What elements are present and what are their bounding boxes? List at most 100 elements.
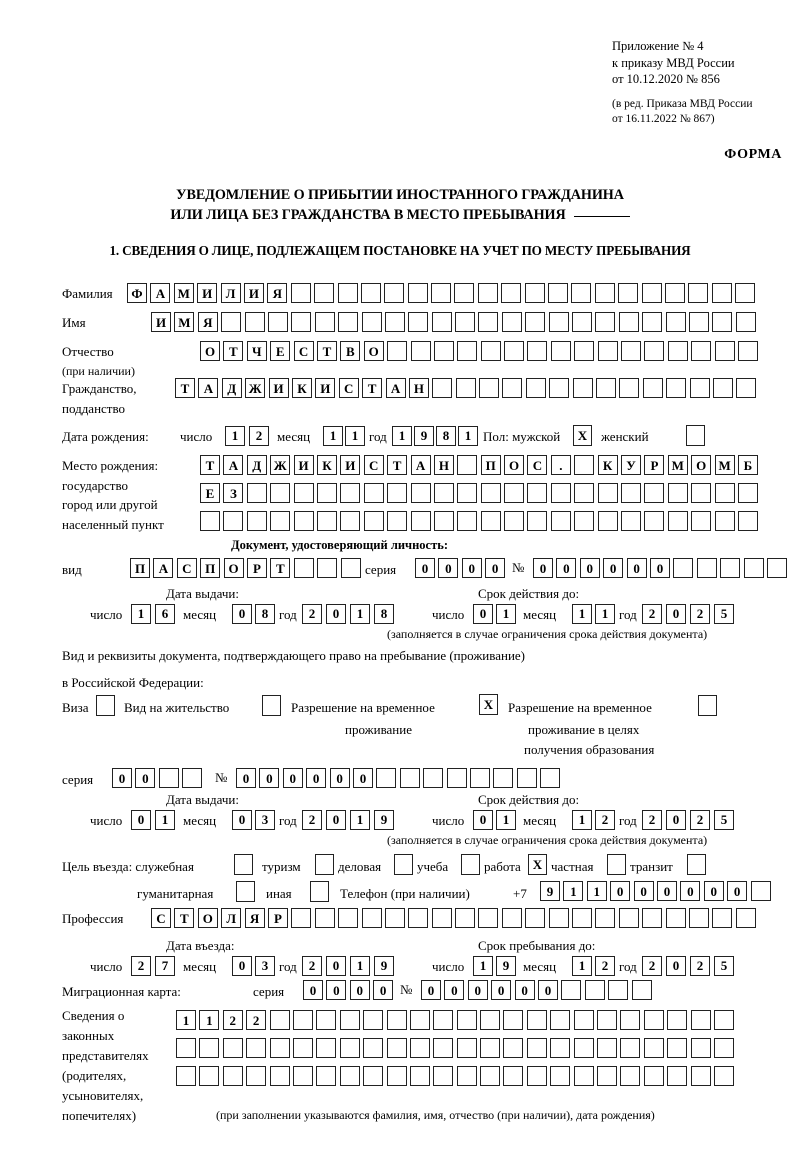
legal-rep-r1-cell-22[interactable]	[667, 1010, 688, 1030]
temp-residence-edu-checkbox[interactable]	[698, 695, 717, 716]
stay-valid-day-digit-1[interactable]: 0	[473, 810, 493, 830]
purpose-tourism-checkbox[interactable]	[315, 854, 334, 875]
doc-kind-cell-10[interactable]	[340, 558, 361, 578]
patronymic-cell-2[interactable]: Т	[223, 341, 244, 361]
phone-cell-3[interactable]: 1	[586, 881, 607, 901]
stay-issue-day-digit-1[interactable]: 0	[131, 810, 151, 830]
entry-day-digit-1[interactable]: 2	[131, 956, 151, 976]
surname-cell-25[interactable]	[688, 283, 709, 303]
birth-place-city-r1-cell-14[interactable]	[504, 483, 525, 503]
profession-cell-20[interactable]	[595, 908, 616, 928]
birth-year-digit-2[interactable]: 9	[414, 426, 434, 446]
citizenship-cell-5[interactable]: И	[268, 378, 289, 398]
surname-cell-3[interactable]: М	[173, 283, 194, 303]
patronymic-cell-7[interactable]: В	[340, 341, 361, 361]
birth-place-state-cell-21[interactable]: М	[667, 455, 688, 475]
legal-rep-r2-cell-20[interactable]	[620, 1038, 641, 1058]
name-cell-15[interactable]	[478, 312, 499, 332]
legal-rep-r3-cell-9[interactable]	[363, 1066, 384, 1086]
stay-number-cell-14[interactable]	[540, 768, 561, 788]
sex-male-checkbox[interactable]: X	[573, 425, 592, 446]
entry-year-digit-3[interactable]: 1	[350, 956, 370, 976]
surname-cell-2[interactable]: А	[150, 283, 171, 303]
birth-place-city-input-row-2[interactable]	[200, 511, 758, 531]
citizenship-cell-2[interactable]: А	[198, 378, 219, 398]
doc-valid-year-digit-1[interactable]: 2	[642, 604, 662, 624]
doc-kind-cell-9[interactable]	[317, 558, 338, 578]
legal-rep-r3-cell-1[interactable]	[176, 1066, 196, 1086]
birth-place-state-cell-15[interactable]: С	[527, 455, 548, 475]
stay-number-cell-10[interactable]	[446, 768, 467, 788]
doc-series-cell-3[interactable]: 0	[461, 558, 482, 578]
birth-place-state-cell-17[interactable]	[574, 455, 595, 475]
phone-cell-6[interactable]: 0	[656, 881, 677, 901]
name-cell-10[interactable]	[361, 312, 382, 332]
purpose-official-checkbox[interactable]	[234, 854, 253, 875]
patronymic-cell-14[interactable]	[504, 341, 525, 361]
profession-cell-19[interactable]	[572, 908, 593, 928]
legal-rep-r1-cell-23[interactable]	[690, 1010, 711, 1030]
citizenship-cell-1[interactable]: Т	[175, 378, 195, 398]
name-cell-23[interactable]	[665, 312, 686, 332]
birth-place-city-r2-cell-9[interactable]	[387, 511, 408, 531]
legal-rep-r3-cell-3[interactable]	[222, 1066, 243, 1086]
profession-cell-2[interactable]: Т	[174, 908, 195, 928]
birth-place-city-r1-cell-15[interactable]	[527, 483, 548, 503]
doc-number-cell-9[interactable]	[720, 558, 741, 578]
surname-cell-7[interactable]: Я	[267, 283, 288, 303]
citizenship-cell-20[interactable]	[619, 378, 640, 398]
patronymic-cell-8[interactable]: О	[363, 341, 384, 361]
citizenship-cell-17[interactable]	[549, 378, 570, 398]
phone-cell-10[interactable]	[750, 881, 771, 901]
surname-cell-27[interactable]	[735, 283, 756, 303]
birth-place-city-r2-cell-3[interactable]	[246, 511, 267, 531]
birth-year-digit-4[interactable]: 1	[458, 426, 478, 446]
patronymic-cell-24[interactable]	[737, 341, 758, 361]
surname-cell-19[interactable]	[548, 283, 569, 303]
citizenship-cell-7[interactable]: И	[315, 378, 336, 398]
legal-rep-r2-cell-24[interactable]	[713, 1038, 734, 1058]
birth-place-state-cell-18[interactable]: К	[597, 455, 618, 475]
doc-valid-day-digit-1[interactable]: 0	[473, 604, 493, 624]
stay-valid-year-digit-3[interactable]: 2	[690, 810, 710, 830]
doc-kind-cell-3[interactable]: С	[176, 558, 197, 578]
birth-place-state-cell-9[interactable]: Т	[387, 455, 408, 475]
legal-rep-r1-cell-24[interactable]	[713, 1010, 734, 1030]
doc-valid-year-digit-4[interactable]: 5	[714, 604, 734, 624]
birth-place-state-cell-22[interactable]: О	[691, 455, 712, 475]
legal-rep-r1-cell-9[interactable]	[363, 1010, 384, 1030]
birth-place-city-r1-cell-22[interactable]	[691, 483, 712, 503]
birth-place-city-r1-cell-20[interactable]	[644, 483, 665, 503]
purpose-transit-checkbox[interactable]	[687, 854, 706, 875]
legal-rep-r3-cell-19[interactable]	[597, 1066, 618, 1086]
citizenship-cell-19[interactable]	[596, 378, 617, 398]
legal-rep-r1-cell-11[interactable]	[409, 1010, 430, 1030]
migration-number-cell-10[interactable]	[631, 980, 652, 1000]
birth-place-state-cell-3[interactable]: Д	[246, 455, 267, 475]
legal-rep-r1-cell-18[interactable]	[573, 1010, 594, 1030]
migration-number-cell-5[interactable]: 0	[514, 980, 535, 1000]
migration-number-cell-8[interactable]	[584, 980, 605, 1000]
birth-year-digit-3[interactable]: 8	[436, 426, 456, 446]
legal-rep-r2-cell-14[interactable]	[480, 1038, 501, 1058]
profession-cell-13[interactable]	[431, 908, 452, 928]
citizenship-cell-10[interactable]: А	[385, 378, 406, 398]
legal-rep-r3-cell-18[interactable]	[573, 1066, 594, 1086]
sex-female-checkbox[interactable]	[686, 425, 705, 446]
legal-rep-r3-cell-22[interactable]	[667, 1066, 688, 1086]
surname-cell-8[interactable]	[290, 283, 311, 303]
citizenship-cell-11[interactable]: Н	[408, 378, 429, 398]
legal-rep-r1-cell-5[interactable]	[269, 1010, 290, 1030]
profession-cell-26[interactable]	[735, 908, 756, 928]
profession-cell-14[interactable]	[455, 908, 476, 928]
birth-place-state-cell-12[interactable]	[457, 455, 478, 475]
name-cell-9[interactable]	[338, 312, 359, 332]
birth-place-city-r2-cell-16[interactable]	[550, 511, 571, 531]
profession-cell-15[interactable]	[478, 908, 499, 928]
legal-rep-r1-cell-8[interactable]	[339, 1010, 360, 1030]
doc-kind-cell-7[interactable]: Т	[270, 558, 291, 578]
birth-place-city-r2-cell-12[interactable]	[457, 511, 478, 531]
birth-place-city-r1-cell-9[interactable]	[387, 483, 408, 503]
temp-residence-checkbox[interactable]: X	[479, 694, 498, 715]
